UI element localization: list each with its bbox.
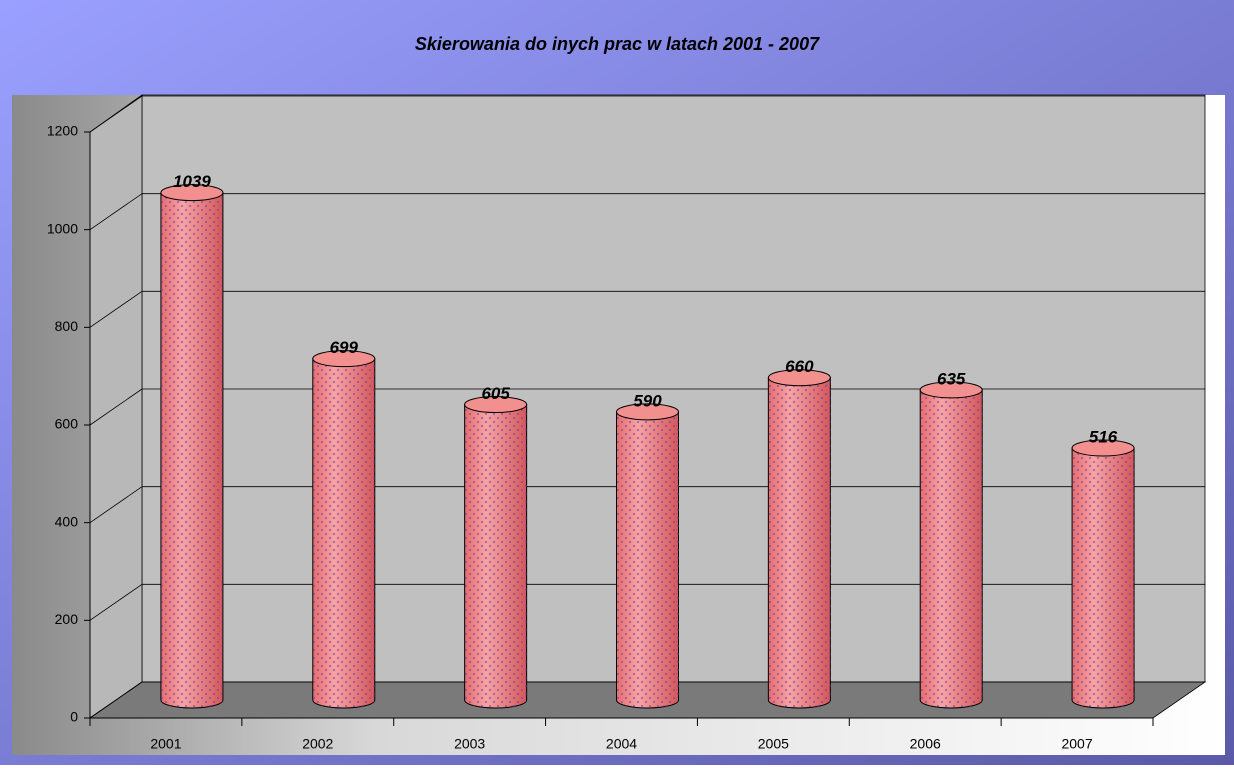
- bar-texture: [768, 377, 831, 708]
- x-tick-label: 2007: [1061, 736, 1092, 752]
- value-label: 1039: [173, 172, 211, 191]
- grid-line: [89, 486, 143, 523]
- y-tick-label: 800: [55, 318, 79, 334]
- grid-line: [89, 681, 143, 719]
- value-label: 660: [785, 357, 814, 376]
- value-label: 635: [937, 369, 966, 388]
- side-wall: [89, 94, 143, 719]
- bar-texture: [920, 389, 983, 708]
- value-label: 605: [481, 384, 510, 403]
- value-label: 590: [633, 391, 662, 410]
- grid-line: [89, 95, 143, 133]
- bar-top: [919, 381, 983, 399]
- y-tick-label: 1000: [47, 220, 78, 236]
- bar-top: [160, 184, 224, 202]
- x-tick-label: 2006: [910, 736, 941, 752]
- grid-line: [89, 388, 143, 426]
- bar-top: [312, 350, 376, 368]
- y-tick-label: 1200: [47, 123, 78, 139]
- grid-line: [89, 584, 143, 621]
- bar-texture: [464, 404, 527, 709]
- bar-texture: [312, 358, 375, 708]
- x-tick-label: 2004: [606, 736, 637, 752]
- bar-top: [1071, 439, 1135, 457]
- y-tick-label: 400: [55, 513, 79, 529]
- bar-top: [616, 403, 679, 421]
- x-tick-label: 2003: [454, 736, 485, 752]
- y-tick-label: 0: [70, 709, 78, 725]
- value-label: 699: [330, 338, 359, 357]
- bar-texture: [616, 411, 679, 708]
- x-tick-label: 2002: [302, 736, 333, 752]
- x-tick-label: 2001: [150, 736, 181, 752]
- bar-texture: [160, 192, 223, 708]
- grid-line: [89, 291, 143, 328]
- grid-line: [89, 193, 143, 230]
- bar-top: [464, 396, 528, 414]
- y-tick-label: 200: [55, 611, 79, 627]
- x-tick-label: 2005: [758, 736, 789, 752]
- bar-texture: [1072, 448, 1135, 708]
- y-tick-label: 600: [55, 416, 79, 432]
- bar-top: [767, 369, 831, 387]
- chart-title: Skierowania do inych prac w latach 2001 …: [415, 34, 820, 54]
- value-label: 516: [1089, 428, 1118, 447]
